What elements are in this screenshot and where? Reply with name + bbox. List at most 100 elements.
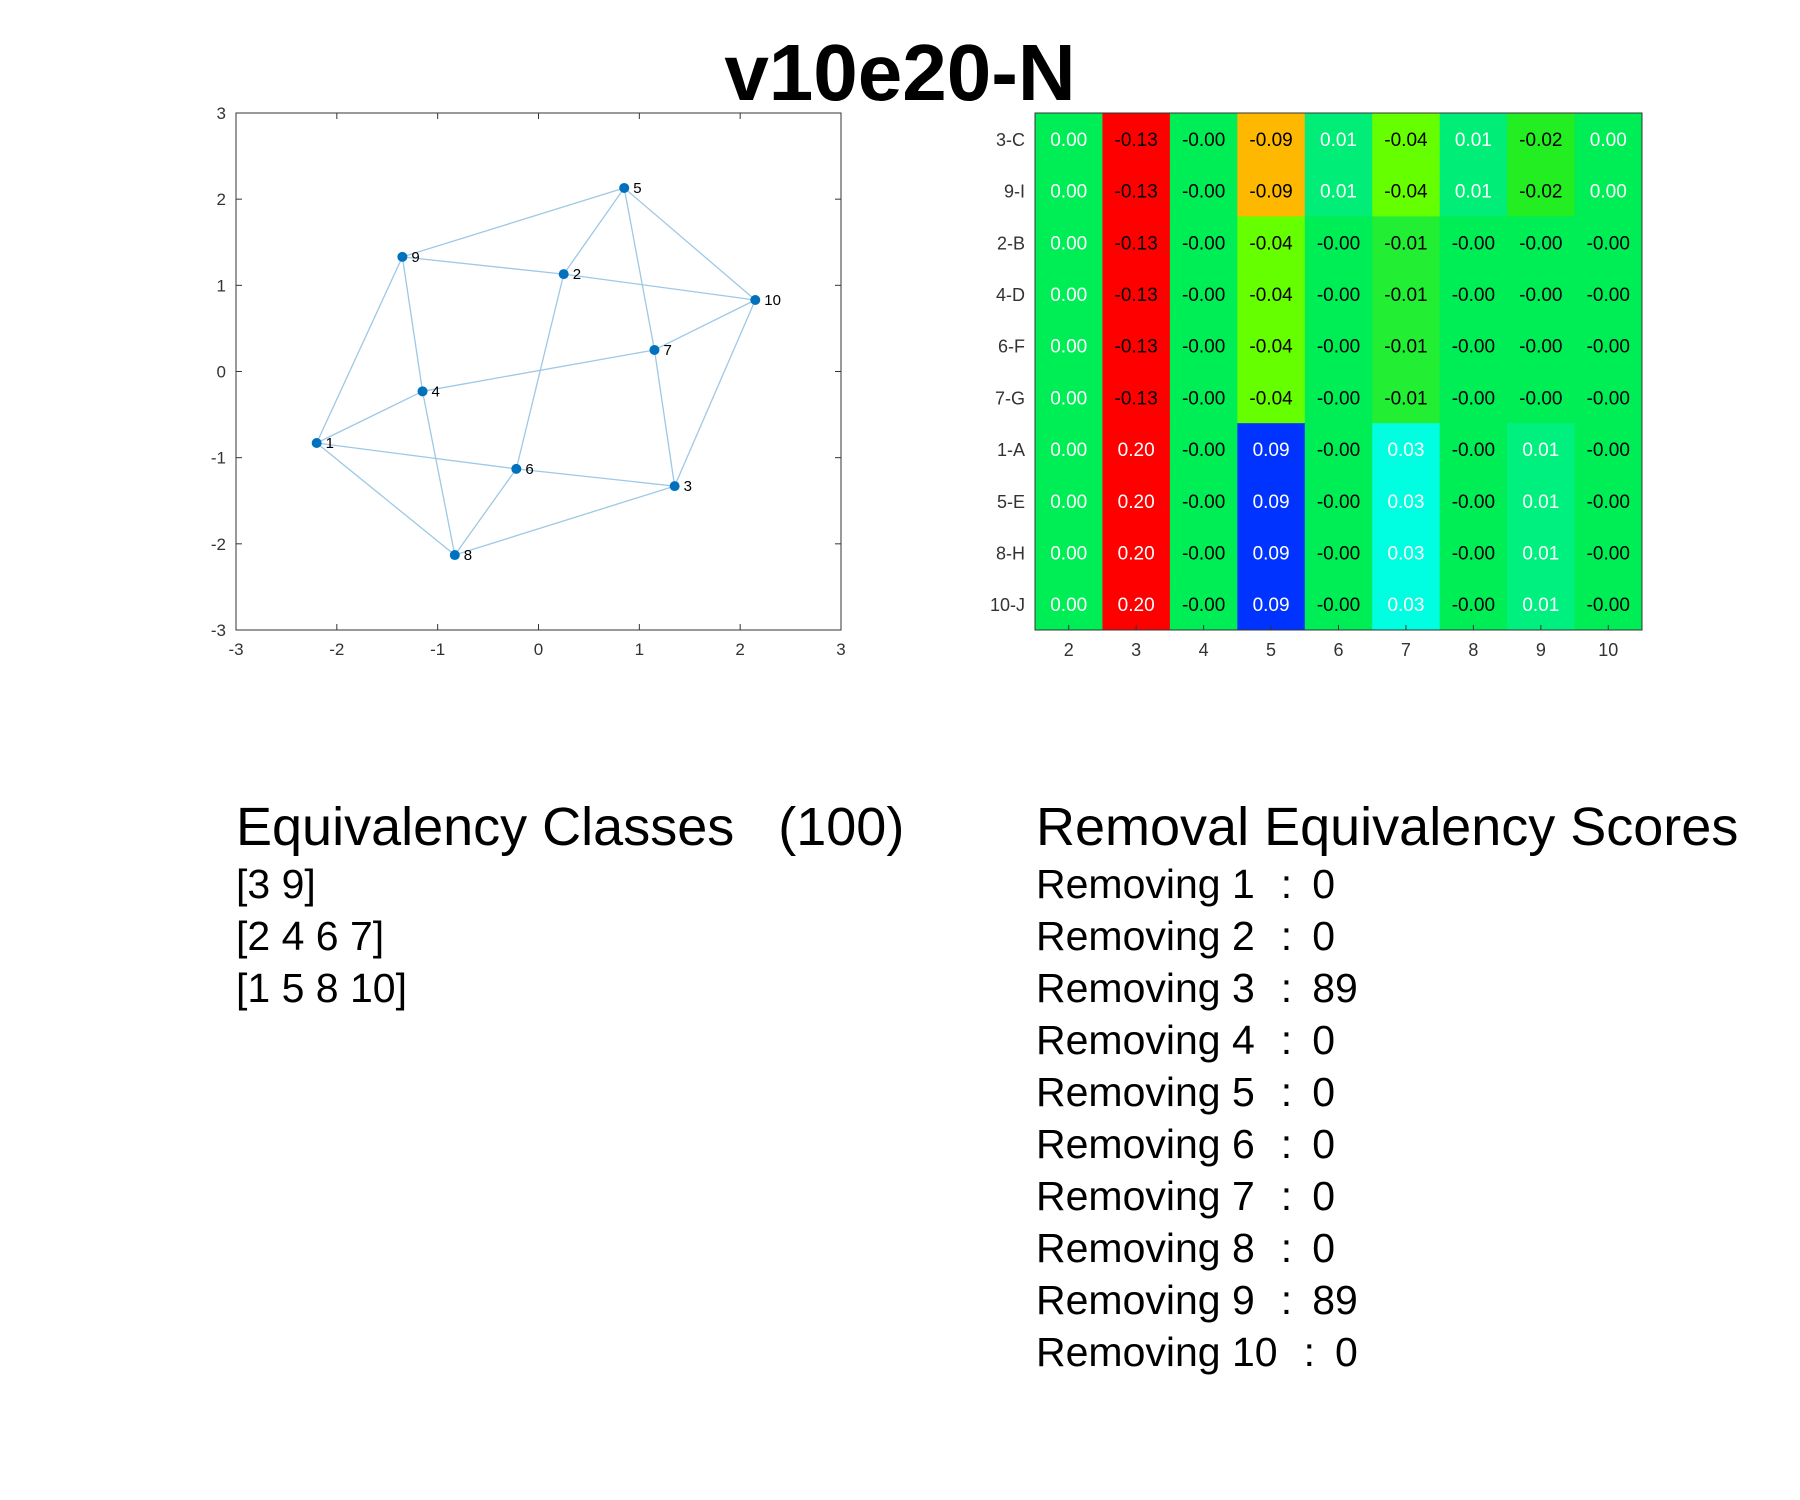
- heatmap-cell-label: 0.00: [1050, 543, 1087, 564]
- heatmap-col-label: 9: [1536, 640, 1546, 660]
- heatmap-cell-label: -0.09: [1249, 182, 1292, 203]
- equivalency-heading: Equivalency Classes: [236, 797, 735, 857]
- removal-score-separator: :: [1303, 1329, 1315, 1375]
- removal-score-label: Removing 3: [1036, 965, 1255, 1011]
- heatmap-cell: [1304, 371, 1373, 424]
- heatmap-cell: [1304, 578, 1373, 631]
- heatmap-cell: [1574, 216, 1643, 269]
- heatmap-cell: [1237, 423, 1306, 476]
- equivalency-classes-section: Equivalency Classes (100) [3 9] [2 4 6 7][…: [236, 796, 904, 1014]
- heatmap-cell-label: -0.00: [1182, 130, 1225, 151]
- heatmap-cell: [1169, 578, 1238, 631]
- graph-node: [558, 269, 569, 280]
- heatmap-cell: [1102, 371, 1171, 424]
- removal-score-row: Removing 4:0: [1036, 1014, 1738, 1066]
- heatmap-cell-label: -0.00: [1587, 337, 1630, 358]
- graph-node: [669, 481, 680, 492]
- heatmap-cell: [1507, 423, 1576, 476]
- heatmap-cell: [1169, 268, 1238, 321]
- heatmap-cell-label: -0.00: [1182, 595, 1225, 616]
- graph-node: [619, 182, 630, 193]
- heatmap-cell-label: -0.00: [1317, 233, 1360, 254]
- heatmap-cell-label: -0.04: [1249, 388, 1293, 409]
- removal-score-value: 0: [1312, 1069, 1335, 1115]
- heatmap-cell: [1169, 423, 1238, 476]
- heatmap-cell: [1439, 113, 1508, 166]
- heatmap-cell-label: -0.02: [1519, 130, 1562, 151]
- heatmap-cell: [1102, 319, 1171, 372]
- y-tick-label: 2: [217, 190, 226, 209]
- heatmap-cell-label: 0.00: [1050, 595, 1087, 616]
- heatmap-cell: [1439, 474, 1508, 528]
- heatmap-cell-label: -0.00: [1587, 543, 1630, 564]
- heatmap-cell: [1035, 164, 1103, 217]
- x-tick-label: -2: [329, 640, 344, 659]
- heatmap-cell-label: -0.00: [1452, 285, 1495, 306]
- heatmap-cell-label: 0.09: [1253, 440, 1290, 461]
- heatmap-cell-label: -0.00: [1587, 233, 1630, 254]
- heatmap-cell-label: -0.13: [1115, 182, 1158, 203]
- heatmap-cell: [1507, 113, 1576, 166]
- heatmap-cell: [1035, 268, 1103, 321]
- heatmap-col-label: 10: [1598, 640, 1618, 660]
- heatmap-cell: [1102, 578, 1171, 631]
- heatmap-cell: [1102, 268, 1171, 321]
- node-label: 3: [684, 478, 692, 495]
- graph-edge: [316, 256, 403, 444]
- removal-score-value: 0: [1312, 1173, 1335, 1219]
- heatmap-cell: [1574, 423, 1643, 476]
- heatmap-cell: [1237, 526, 1306, 579]
- removal-score-separator: :: [1280, 1069, 1293, 1115]
- heatmap-cell-label: 0.20: [1118, 543, 1155, 564]
- heatmap-cell-label: -0.00: [1317, 595, 1360, 616]
- heatmap-cell-label: -0.04: [1249, 285, 1293, 306]
- heatmap-cell: [1102, 526, 1171, 579]
- removal-score-separator: :: [1280, 1173, 1293, 1219]
- heatmap-cell-label: 0.00: [1590, 182, 1627, 203]
- heatmap-cell: [1035, 423, 1103, 476]
- node-label: 6: [525, 461, 533, 478]
- heatmap-cell-label: 0.00: [1590, 130, 1627, 151]
- heatmap-cell-label: -0.00: [1587, 492, 1630, 513]
- heatmap-cell-label: -0.13: [1115, 233, 1158, 254]
- heatmap-col-label: 5: [1266, 640, 1276, 660]
- heatmap-cell-label: -0.00: [1587, 285, 1630, 306]
- node-label: 8: [464, 547, 472, 564]
- node-label: 2: [573, 266, 581, 283]
- graph-edge: [402, 256, 564, 275]
- heatmap-cell-label: 0.03: [1387, 492, 1424, 513]
- heatmap-cell: [1574, 526, 1643, 579]
- y-tick-label: -3: [211, 621, 226, 640]
- graph-edge: [653, 349, 676, 487]
- heatmap-cell-label: -0.00: [1317, 492, 1360, 513]
- removal-score-label: Removing 9: [1036, 1277, 1255, 1323]
- y-tick-label: -2: [211, 535, 226, 554]
- x-tick-label: 0: [534, 640, 543, 659]
- removal-score-separator: :: [1280, 1121, 1293, 1167]
- graph-node: [397, 251, 408, 262]
- node-label: 10: [764, 292, 781, 309]
- removal-score-separator: :: [1280, 913, 1293, 959]
- heatmap-cell-label: -0.04: [1249, 337, 1293, 358]
- heatmap-cell: [1372, 578, 1441, 631]
- page-title: v10e20-N: [724, 28, 1076, 117]
- removal-score-separator: :: [1280, 1277, 1293, 1323]
- heatmap-cell-label: -0.01: [1384, 337, 1427, 358]
- removal-score-value: 0: [1312, 1121, 1335, 1167]
- heatmap-cell: [1102, 216, 1171, 269]
- heatmap-cell-label: -0.13: [1115, 388, 1158, 409]
- removal-score-value: 0: [1312, 1017, 1335, 1063]
- heatmap-cell: [1304, 268, 1373, 321]
- removal-score-label: Removing 4: [1036, 1017, 1255, 1063]
- heatmap-cell-label: -0.00: [1452, 492, 1495, 513]
- heatmap-cell: [1035, 216, 1103, 269]
- heatmap-cell-label: -0.00: [1452, 337, 1495, 358]
- heatmap-row-label: 9-I: [1004, 182, 1025, 202]
- heatmap-cell-label: 0.20: [1118, 595, 1155, 616]
- graph-edge: [421, 391, 456, 556]
- heatmap-cell-label: 0.00: [1050, 388, 1087, 409]
- heatmap-cell: [1035, 319, 1103, 372]
- heatmap-cell-label: -0.00: [1317, 440, 1360, 461]
